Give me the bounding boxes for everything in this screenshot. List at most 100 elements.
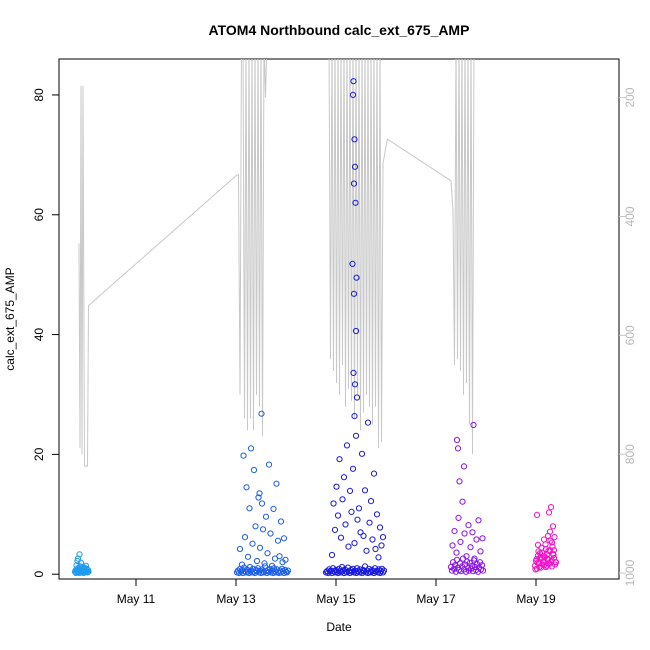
chart-title: ATOM4 Northbound calc_ext_675_AMP (209, 22, 470, 38)
data-point (549, 523, 557, 530)
data-point (547, 504, 555, 511)
data-point (351, 540, 358, 547)
data-point (469, 529, 476, 536)
data-point (540, 536, 548, 543)
data-point (330, 500, 337, 507)
data-point (241, 534, 249, 541)
data-point (376, 524, 384, 531)
data-point (349, 465, 357, 472)
data-point (276, 553, 283, 560)
data-point (477, 548, 484, 555)
plot-area (71, 59, 560, 577)
data-point (366, 519, 373, 526)
data-point (352, 327, 360, 335)
y-tick-label: 20 (32, 447, 46, 461)
data-point (465, 567, 473, 574)
data-point (282, 556, 289, 563)
data-point (348, 508, 355, 515)
data-point (331, 526, 339, 534)
data-point (352, 199, 359, 206)
data-point (268, 562, 276, 569)
data-point (340, 474, 348, 481)
data-point (453, 436, 461, 444)
y-axis-label: calc_ext_675_AMP (3, 267, 17, 370)
data-point (284, 567, 292, 574)
data-point (351, 381, 359, 388)
data-point (82, 562, 90, 569)
data-point (363, 547, 370, 554)
data-point (479, 567, 487, 574)
data-point (549, 543, 556, 550)
data-point (280, 535, 288, 542)
data-point (367, 498, 375, 505)
data-point (451, 528, 458, 535)
data-point (74, 555, 82, 562)
x-tick-label: May 17 (416, 592, 456, 606)
data-point (369, 536, 376, 543)
data-point (372, 545, 379, 553)
data-point (360, 532, 367, 540)
data-point (349, 260, 356, 267)
data-point (449, 542, 456, 549)
data-point (473, 536, 480, 543)
data-point (333, 483, 340, 490)
data-point (459, 498, 466, 505)
data-point (538, 554, 546, 562)
data-point (246, 505, 253, 512)
data-point (355, 505, 363, 512)
data-point (256, 544, 264, 551)
data-point (74, 557, 81, 565)
data-point (274, 537, 282, 544)
y-tick-label: 60 (32, 208, 46, 222)
data-point (350, 78, 357, 85)
data-point (375, 554, 382, 561)
data-point (461, 530, 468, 537)
data-point (542, 545, 550, 553)
data-point (448, 567, 456, 574)
data-point (353, 274, 360, 281)
data-point (246, 563, 254, 571)
data-point (243, 484, 250, 491)
x-tick-label: May 15 (316, 592, 356, 606)
data-point (373, 511, 381, 518)
data-point (267, 530, 274, 537)
data-point (457, 538, 464, 546)
data-point (460, 463, 468, 470)
data-point (258, 410, 265, 417)
data-point (328, 551, 336, 559)
data-point (463, 553, 470, 560)
data-point (334, 569, 342, 577)
series-layer (71, 59, 560, 577)
data-point (264, 550, 271, 557)
y2-tick-label: 600 (623, 325, 637, 345)
data-point (380, 567, 388, 574)
series-line (78, 59, 475, 467)
data-point (345, 543, 352, 550)
data-point (76, 551, 83, 558)
data-point (467, 544, 474, 551)
x-tick-label: May 13 (216, 592, 256, 606)
data-point (349, 91, 357, 99)
y-tick-label: 0 (32, 571, 46, 578)
data-point (253, 557, 261, 565)
y2-tick-label: 400 (623, 206, 637, 226)
data-point (453, 556, 461, 563)
data-point (550, 547, 558, 554)
data-point (247, 445, 255, 452)
data-point (336, 456, 343, 463)
data-point (258, 500, 266, 507)
x-tick-label: May 19 (516, 592, 556, 606)
data-point (358, 569, 366, 577)
data-point (238, 561, 246, 568)
y2-tick-label: 200 (623, 87, 637, 107)
y-tick-label: 40 (32, 328, 46, 342)
data-point (354, 516, 361, 523)
data-point (351, 136, 358, 143)
data-point (455, 514, 462, 522)
data-point (240, 452, 247, 459)
data-point (454, 445, 462, 452)
data-point (339, 496, 346, 503)
y2-tick-label: 800 (623, 444, 637, 464)
data-point (379, 534, 387, 541)
